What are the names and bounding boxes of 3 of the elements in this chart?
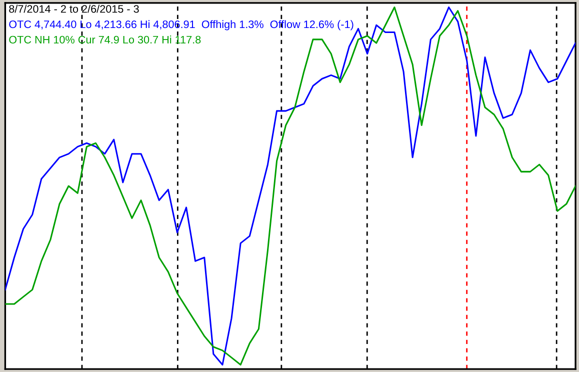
series-label: OTC 4,744.40 Lo 4,213.66 Hi 4,806.91 Offhigh 1.3% Offlow 12.6% (-1) [9,20,354,30]
chart-title: 8/7/2014 - 2 to 2/6/2015 - 3 [9,4,139,13]
text: OTC NH 10% Cur 74.9 Lo 30.7 Hi 117.8 [9,36,201,44]
